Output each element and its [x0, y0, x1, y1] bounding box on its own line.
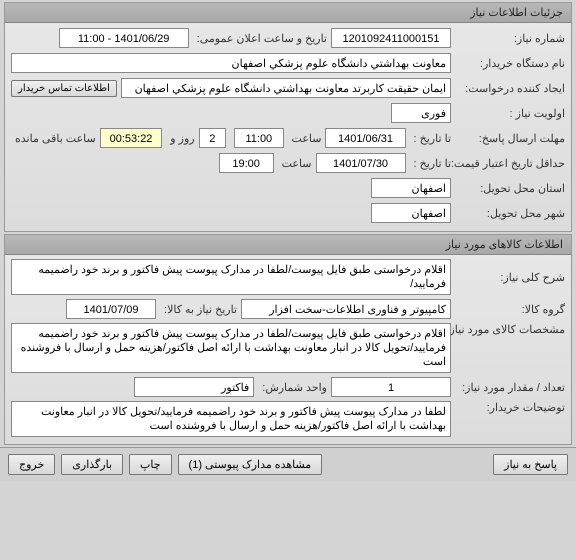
need-number-value: 1201092411000151	[331, 28, 451, 48]
price-validity-label: حداقل تاریخ اعتبار قیمت:	[455, 157, 565, 170]
qty-label: تعداد / مقدار مورد نیاز:	[455, 381, 565, 394]
reply-deadline-label: مهلت ارسال پاسخ:	[455, 132, 565, 145]
refresh-button[interactable]: بارگذاری	[61, 454, 123, 475]
group-label: گروه کالا:	[455, 303, 565, 316]
need-details-panel: جزئیات اطلاعات نیاز شماره نیاز: 12010924…	[4, 2, 572, 232]
exit-button[interactable]: خروج	[8, 454, 55, 475]
delivery-city-label: شهر محل تحویل:	[455, 207, 565, 220]
need-by-label: تاریخ نیاز به کالا:	[160, 303, 237, 316]
deadline-time: 11:00	[234, 128, 283, 148]
spec-value: اقلام درخواستی طبق فایل پیوست/لطفا در مد…	[11, 323, 451, 373]
qty-value: 1	[331, 377, 451, 397]
countdown-timer: 00:53:22	[100, 128, 163, 148]
priority-value: فوری	[391, 103, 451, 123]
timer-label: ساعت باقی مانده	[11, 132, 96, 145]
delivery-province-value: اصفهان	[371, 178, 451, 198]
buyer-value: معاونت بهداشتي دانشگاه علوم پزشكي اصفهان	[11, 53, 451, 73]
delivery-province-label: استان محل تحویل:	[455, 182, 565, 195]
needed-goods-header: اطلاعات کالاهای مورد نیاز	[5, 235, 571, 255]
requester-value: ایمان حقیقت کاربرتد معاونت بهداشتي دانشگ…	[121, 78, 451, 98]
print-button[interactable]: چاپ	[129, 454, 172, 475]
need-details-body: شماره نیاز: 1201092411000151 تاریخ و ساع…	[5, 23, 571, 231]
saat-label-2: ساعت	[278, 157, 312, 170]
need-desc-value: اقلام درخواستی طبق فایل پیوست/لطفا در مد…	[11, 259, 451, 295]
unit-value: فاکتور	[134, 377, 254, 397]
view-attachments-button[interactable]: مشاهده مدارک پیوستی (1)	[178, 454, 323, 475]
reply-to-need-button[interactable]: پاسخ به نیاز	[493, 454, 568, 475]
requester-label: ایجاد کننده درخواست:	[455, 82, 565, 95]
buyer-notes-value: لطفا در مدارک پیوست پیش فاکتور و برند خو…	[11, 401, 451, 437]
need-details-header: جزئیات اطلاعات نیاز	[5, 3, 571, 23]
public-announce-label: تاریخ و ساعت اعلان عمومی:	[193, 32, 327, 45]
to-date-label-2: تا تاریخ :	[410, 157, 451, 170]
needed-goods-panel: اطلاعات کالاهای مورد نیاز شرح کلی نیاز: …	[4, 234, 572, 445]
buyer-contact-button[interactable]: اطلاعات تماس خریدار	[11, 80, 117, 97]
deadline-date: 1401/06/31	[325, 128, 405, 148]
days-remaining: 2	[199, 128, 227, 148]
group-value: کامپیوتر و فناوری اطلاعات-سخت افزار	[241, 299, 451, 319]
need-desc-label: شرح کلی نیاز:	[455, 271, 565, 284]
public-announce-value: 1401/06/29 - 11:00	[59, 28, 189, 48]
need-number-label: شماره نیاز:	[455, 32, 565, 45]
need-by-date: 1401/07/09	[66, 299, 156, 319]
price-validity-date: 1401/07/30	[316, 153, 406, 173]
buyer-notes-label: توضیحات خریدار:	[455, 401, 565, 414]
to-date-label-1: تا تاریخ :	[410, 132, 451, 145]
delivery-city-value: اصفهان	[371, 203, 451, 223]
priority-label: اولویت نیاز :	[455, 107, 565, 120]
saat-label-1: ساعت	[288, 132, 322, 145]
price-validity-time: 19:00	[219, 153, 274, 173]
buyer-label: نام دستگاه خریدار:	[455, 57, 565, 70]
spec-label: مشخصات کالای مورد نیاز:	[455, 323, 565, 336]
footer-toolbar: پاسخ به نیاز مشاهده مدارک پیوستی (1) چاپ…	[0, 447, 576, 481]
days-label: روز و	[166, 132, 194, 145]
unit-label: واحد شمارش:	[258, 381, 327, 394]
needed-goods-body: شرح کلی نیاز: اقلام درخواستی طبق فایل پی…	[5, 255, 571, 444]
